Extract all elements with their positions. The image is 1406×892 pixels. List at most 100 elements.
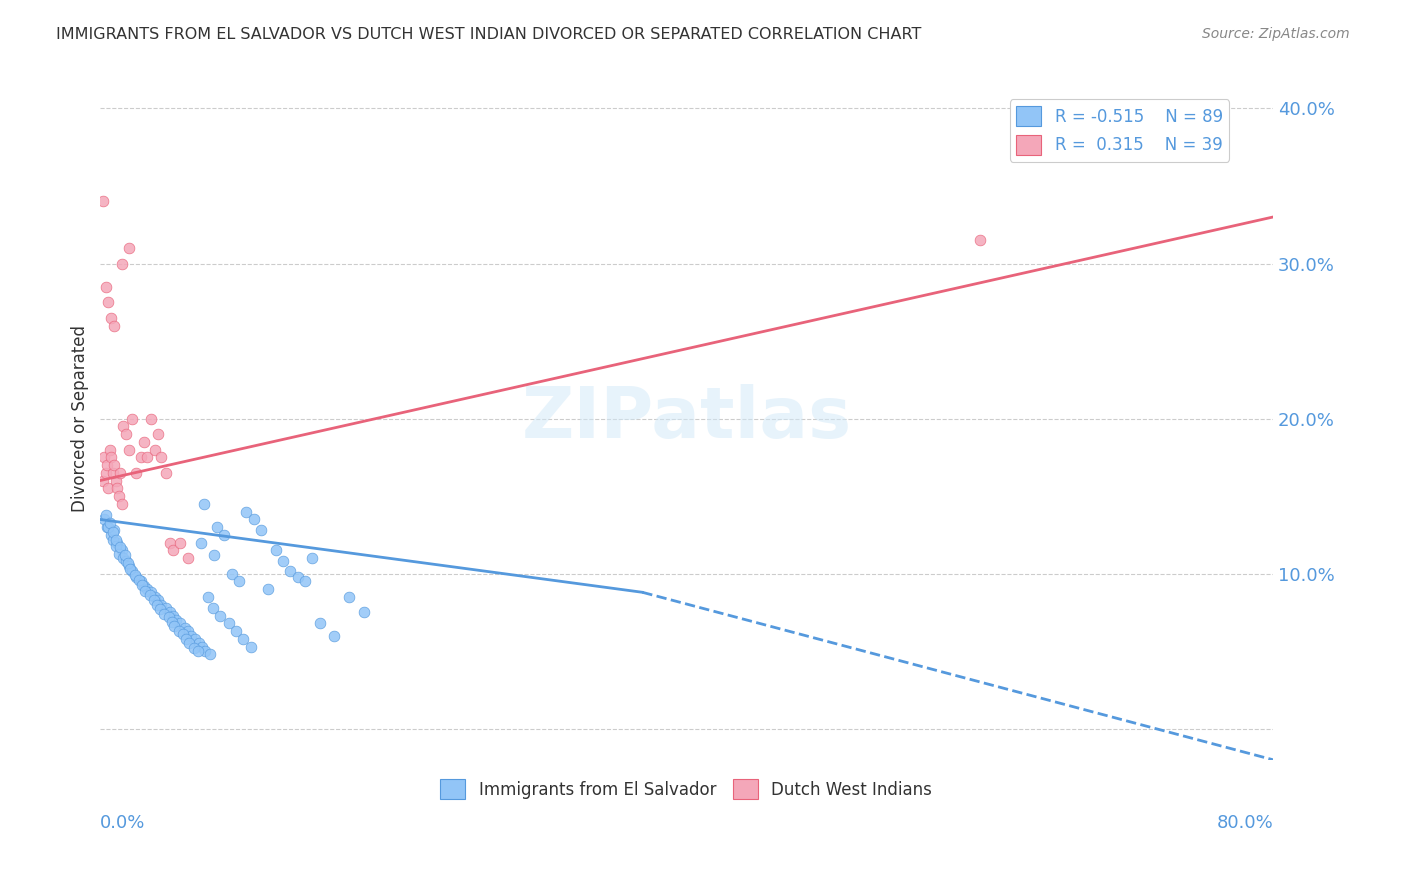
Point [184,632,207,646]
Point [176,551,198,566]
Point [125,570,148,584]
Point [111,256,134,270]
Point [183,641,205,656]
Point [179,636,201,650]
Point [146,598,169,612]
Point [159,535,181,549]
Point [239,640,262,654]
Point [117,556,139,570]
Point [138,588,160,602]
Point [98,442,121,457]
Point [124,568,146,582]
Point [107,489,129,503]
Point [228,574,250,589]
Point [165,613,187,627]
Text: IMMIGRANTS FROM EL SALVADOR VS DUTCH WEST INDIAN DIVORCED OR SEPARATED CORRELATI: IMMIGRANTS FROM EL SALVADOR VS DUTCH WES… [56,27,921,42]
Point [188,636,211,650]
Point [194,644,217,658]
Point [191,640,214,654]
Point [103,523,125,537]
Point [94,466,117,480]
Point [103,458,125,472]
Point [125,466,148,480]
Point [221,566,243,581]
Point [129,450,152,465]
Point [148,593,170,607]
Point [323,629,346,643]
Point [969,233,991,247]
Point [148,427,170,442]
Point [287,570,309,584]
Point [187,644,209,658]
Point [112,419,135,434]
Point [232,632,254,646]
Text: Source: ZipAtlas.com: Source: ZipAtlas.com [1202,27,1350,41]
Point [105,482,128,496]
Point [104,539,127,553]
Point [180,629,202,643]
Point [159,606,181,620]
Point [155,600,177,615]
Text: ZIPatlas: ZIPatlas [522,384,852,453]
Point [94,280,117,294]
Point [176,624,198,638]
Point [142,593,165,607]
Point [150,598,173,612]
Point [121,564,143,578]
Point [150,450,173,465]
Point [197,590,219,604]
Point [294,574,316,589]
Point [139,585,162,599]
Point [201,600,224,615]
Point [167,624,190,638]
Point [93,512,115,526]
Point [96,520,118,534]
Point [153,607,176,621]
Point [134,583,156,598]
Point [174,632,197,646]
Point [121,411,143,425]
Point [118,558,141,573]
Point [131,577,153,591]
Point [172,627,194,641]
Point [337,590,360,604]
Point [278,564,301,578]
Point [104,474,127,488]
Point [97,295,120,310]
Point [101,533,124,547]
Point [112,551,135,566]
Point [202,548,225,562]
Point [103,318,125,333]
Point [214,528,236,542]
Point [107,547,129,561]
Point [98,516,121,530]
Point [132,579,155,593]
Point [271,554,294,568]
Text: 80.0%: 80.0% [1216,814,1272,832]
Point [93,450,115,465]
Point [101,524,124,539]
Point [115,554,138,568]
Point [163,619,186,633]
Legend: Immigrants from El Salvador, Dutch West Indians: Immigrants from El Salvador, Dutch West … [434,772,939,806]
Point [155,466,177,480]
Point [105,535,128,549]
Point [104,533,127,547]
Point [91,194,114,209]
Point [264,543,287,558]
Point [118,442,141,457]
Point [257,582,280,597]
Point [235,505,257,519]
Point [129,574,152,589]
Point [308,616,330,631]
Point [353,606,375,620]
Point [97,482,120,496]
Point [242,512,264,526]
Point [101,466,124,480]
Point [145,442,167,457]
Point [162,543,184,558]
Point [198,648,221,662]
Point [169,616,191,631]
Point [115,427,138,442]
Point [100,528,122,542]
